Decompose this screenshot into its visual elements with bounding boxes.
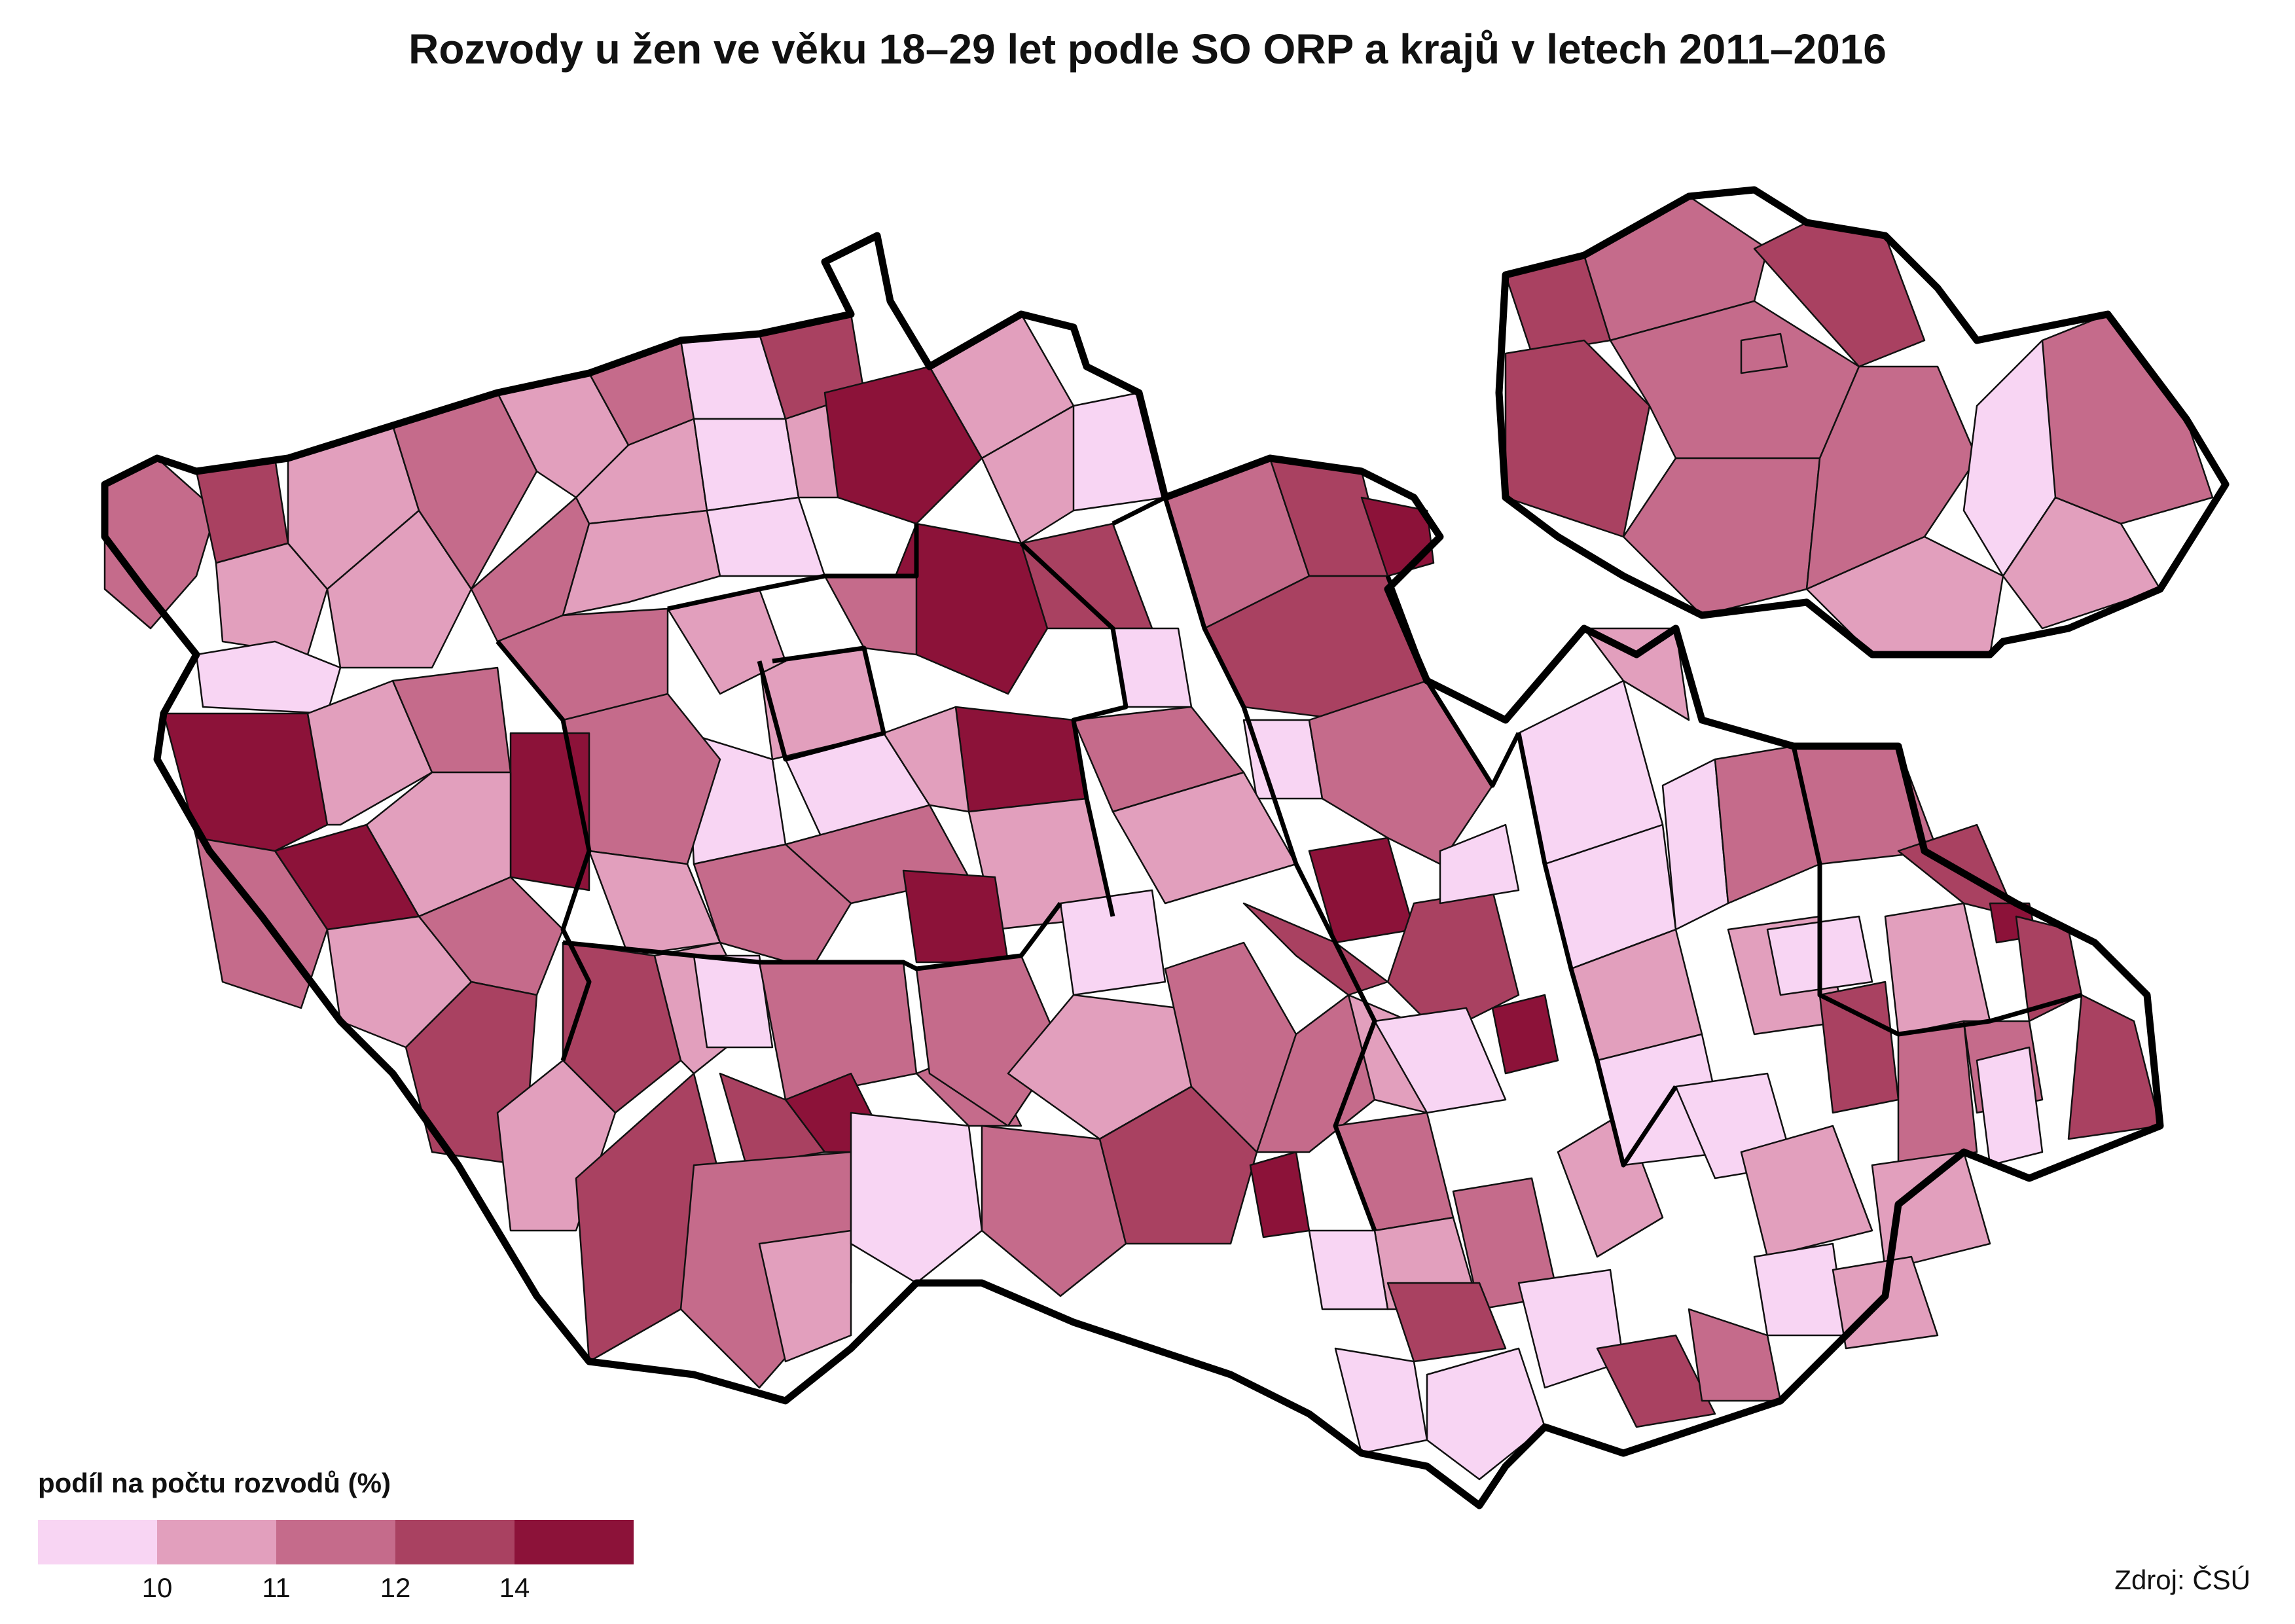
orp-region	[1373, 1007, 1507, 1114]
legend-swatch	[157, 1520, 276, 1564]
orp-region	[823, 575, 918, 656]
orp-region	[1491, 994, 1559, 1075]
legend-tick-label: 12	[380, 1572, 411, 1603]
legend-bar	[38, 1520, 634, 1564]
inset-kraj	[2002, 496, 2161, 630]
orp-region	[1583, 627, 1690, 721]
legend-tick-label: 10	[141, 1572, 173, 1603]
orp-region	[306, 679, 433, 826]
orp-region	[693, 954, 774, 1049]
orp-region	[758, 1229, 852, 1363]
orp-region	[1753, 1242, 1847, 1337]
orp-region	[823, 365, 983, 525]
orp-region	[1386, 1282, 1507, 1363]
inset-kraj	[1753, 221, 1926, 368]
source-note: Zdroj: ČSÚ	[2114, 1564, 2250, 1595]
orp-region	[706, 496, 826, 577]
country-border	[101, 232, 2164, 1509]
inset-kraje-map	[1495, 186, 2230, 659]
orp-region	[954, 706, 1088, 813]
legend-tick-label: 11	[262, 1572, 291, 1603]
orp-region	[1897, 1020, 1978, 1166]
orp-region	[562, 509, 721, 617]
orp-region	[693, 843, 852, 970]
orp-region	[162, 712, 329, 852]
legend-title: podíl na počtu rozvodů (%)	[38, 1468, 391, 1498]
orp-region	[1976, 1046, 2044, 1166]
legend-swatch	[38, 1520, 157, 1564]
orp-region	[365, 771, 512, 918]
orp-region	[1439, 823, 1520, 905]
orp-region	[981, 405, 1075, 545]
orp-region	[902, 869, 1009, 964]
inset-kraj	[1740, 333, 1788, 374]
legend-swatch	[515, 1520, 634, 1564]
orp-region	[981, 1125, 1127, 1297]
orp-region	[215, 542, 329, 656]
orp-region	[1308, 837, 1415, 944]
orp-region	[509, 732, 590, 892]
orp-region	[1740, 1125, 1873, 1258]
orp-region	[850, 1111, 983, 1284]
orp-region	[326, 509, 473, 669]
orp-region	[418, 876, 564, 996]
orp-region	[693, 418, 800, 512]
orp-region	[1426, 1347, 1546, 1481]
orp-region	[1596, 1334, 1716, 1428]
orp-region	[1884, 902, 1991, 1036]
legend-tick-label: 14	[499, 1572, 530, 1603]
orp-region	[1059, 889, 1166, 996]
orp-region	[1308, 1229, 1389, 1310]
orp-region	[562, 941, 682, 1114]
orp-region	[1871, 1151, 1991, 1271]
map-title: Rozvody u žen ve věku 18–29 let podle SO…	[408, 26, 1887, 73]
inset-country-border	[1495, 186, 2230, 659]
legend-swatch	[395, 1520, 515, 1564]
orp-region	[195, 640, 342, 715]
legend-swatch	[276, 1520, 395, 1564]
orp-region	[1334, 1347, 1428, 1454]
orp-region	[1098, 1085, 1258, 1245]
orp-region	[1249, 1151, 1310, 1238]
